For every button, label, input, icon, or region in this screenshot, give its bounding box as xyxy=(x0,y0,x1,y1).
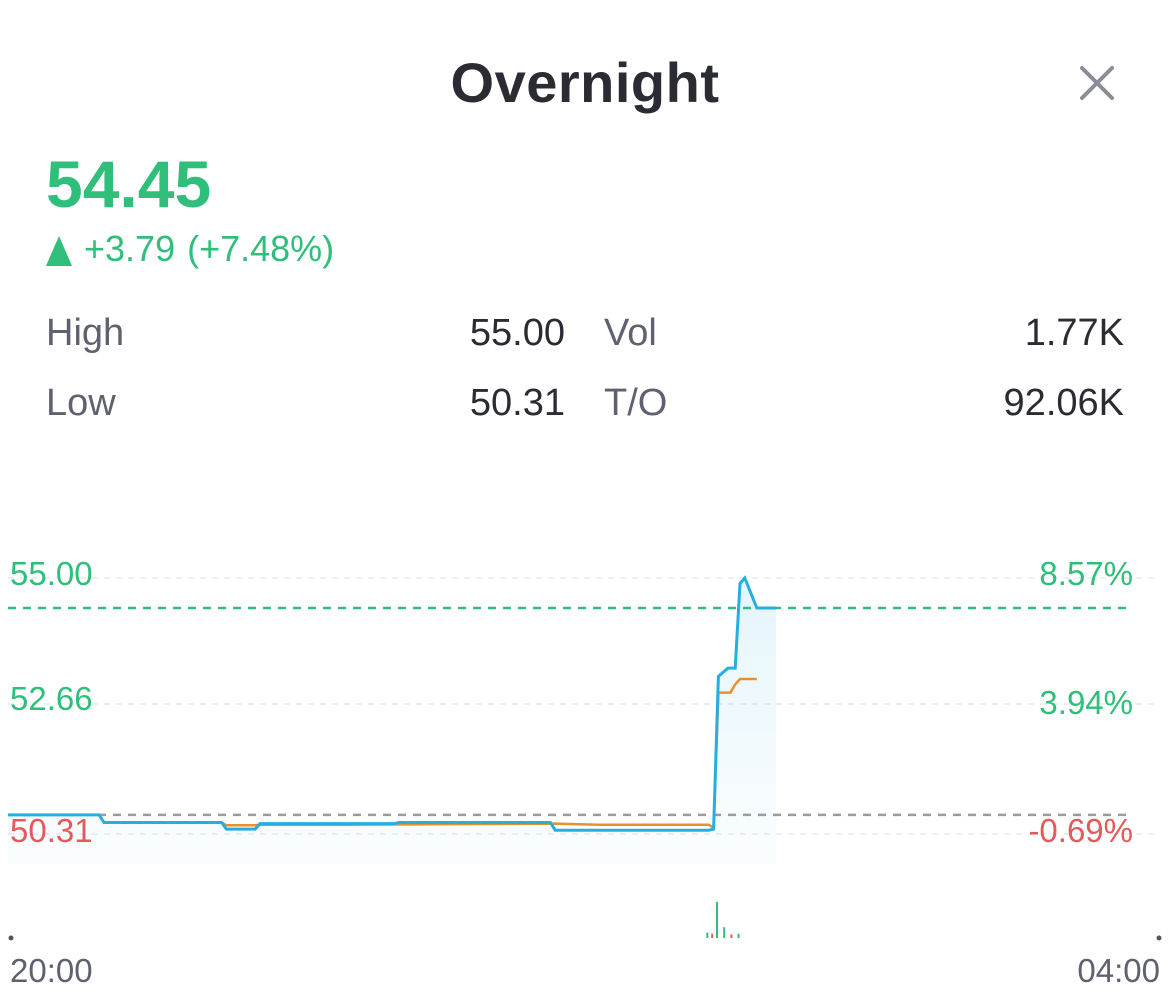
volume-bar-4 xyxy=(730,934,733,938)
close-icon[interactable] xyxy=(1072,58,1122,108)
intraday-chart[interactable]: 55.00 52.66 50.31 8.57% 3.94% -0.69% 20:00 04:0… xyxy=(0,540,1170,1006)
y-right-tick-1: 3.94% xyxy=(1039,684,1133,721)
x-axis-end-dot xyxy=(1156,935,1162,941)
vol-label: Vol xyxy=(604,312,657,354)
high-label: High xyxy=(46,312,125,354)
last-price: 54.45 xyxy=(46,147,212,221)
y-left-tick-0: 55.00 xyxy=(10,555,93,592)
volume-bar-1 xyxy=(711,933,714,938)
x-axis-start-dot xyxy=(8,935,14,941)
price-line xyxy=(8,575,776,832)
price-change: +3.79 (+7.48%) xyxy=(46,228,334,270)
change-value: +3.79 xyxy=(84,228,176,269)
y-right-tick-0: 8.57% xyxy=(1039,555,1133,592)
high-value: 55.00 xyxy=(469,312,565,354)
x-tick-start: 20:00 xyxy=(10,952,93,989)
avg-price-line xyxy=(104,677,757,831)
low-value: 50.31 xyxy=(469,382,565,424)
x-tick-end: 04:00 xyxy=(1077,952,1160,989)
page-title: Overnight xyxy=(450,51,720,114)
y-right-tick-2: -0.69% xyxy=(1028,812,1133,849)
price-area-fill xyxy=(8,578,776,864)
to-label: T/O xyxy=(604,382,668,424)
volume-bar-3 xyxy=(723,927,726,938)
volume-bar-0 xyxy=(706,932,709,938)
volume-bar-2 xyxy=(716,902,718,938)
y-left-tick-2: 50.31 xyxy=(10,812,93,849)
to-value: 92.06K xyxy=(1003,382,1124,424)
volume-bars xyxy=(706,902,740,938)
vol-value: 1.77K xyxy=(1024,312,1124,354)
low-label: Low xyxy=(46,382,116,424)
y-left-tick-1: 52.66 xyxy=(10,680,93,717)
volume-bar-5 xyxy=(737,933,740,938)
change-percent: (+7.48%) xyxy=(187,228,335,269)
chart-grid xyxy=(8,577,1160,835)
up-triangle-icon xyxy=(46,236,72,266)
